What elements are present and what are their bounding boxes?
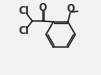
Text: O: O	[66, 4, 74, 14]
Text: Cl: Cl	[19, 6, 30, 16]
Text: Cl: Cl	[19, 26, 30, 36]
Text: O: O	[39, 3, 47, 13]
